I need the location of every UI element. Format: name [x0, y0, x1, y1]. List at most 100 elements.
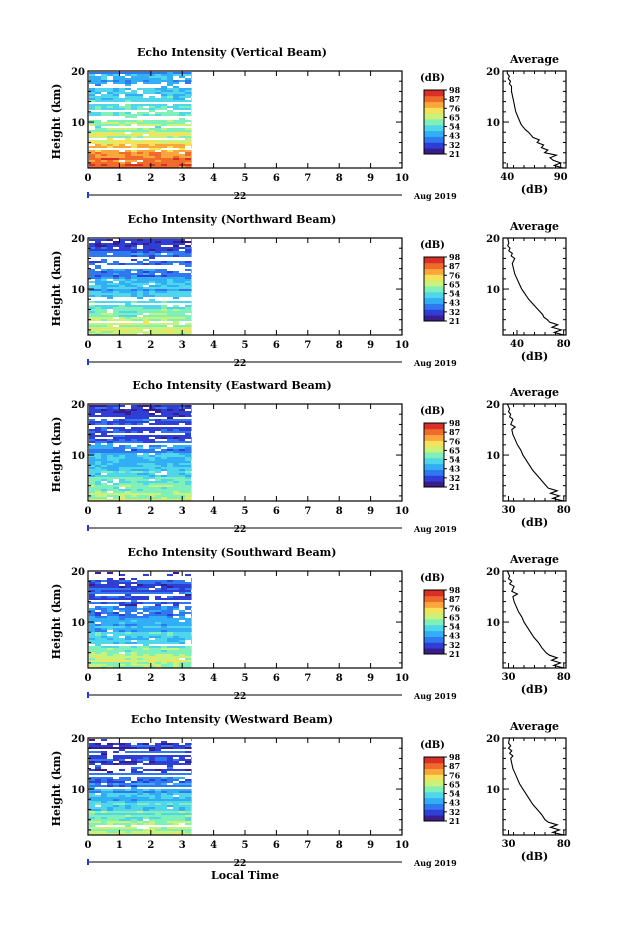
x-tick-label: 5: [242, 340, 249, 351]
colorbar-segment: [424, 646, 444, 649]
heatmap-cell: [131, 166, 137, 168]
heatmap-cell: [119, 301, 125, 303]
heatmap-cell: [155, 293, 161, 295]
heatmap-cell: [113, 114, 119, 116]
heatmap-cell: [155, 660, 161, 662]
heatmap-cell: [143, 654, 149, 656]
heatmap-cell: [167, 263, 173, 265]
heatmap-cell: [119, 777, 125, 779]
heatmap-cell: [149, 483, 155, 485]
heatmap-cell: [119, 317, 125, 319]
heatmap-cell: [155, 166, 161, 168]
heatmap-cell: [155, 120, 161, 122]
heatmap-cell: [101, 259, 107, 261]
colorbar-segment: [424, 484, 444, 486]
heatmap-cell: [179, 656, 185, 658]
heatmap-cell: [137, 634, 143, 636]
heatmap-cell: [89, 295, 95, 297]
heatmap-cell: [173, 281, 179, 283]
heatmap-cell: [119, 833, 125, 835]
heatmap-cell: [143, 745, 149, 747]
colorbar-segment: [424, 482, 444, 485]
heatmap-cell: [167, 773, 173, 775]
heatmap-cell: [101, 108, 107, 110]
heatmap-cell: [161, 648, 167, 650]
heatmap-cell: [101, 156, 107, 158]
heatmap-cell: [131, 323, 137, 325]
heatmap-cell: [89, 301, 95, 303]
heatmap-cell: [95, 755, 101, 757]
heatmap-cell: [101, 132, 107, 134]
colorbar-segment: [424, 111, 444, 114]
heatmap-cell: [191, 596, 192, 598]
heatmap-cell: [101, 793, 107, 795]
heatmap-cell: [107, 626, 113, 628]
heatmap-cell: [179, 640, 185, 642]
heatmap-cell: [113, 658, 119, 660]
heatmap-cell: [101, 323, 107, 325]
heatmap-cell: [185, 415, 191, 417]
heatmap-cell: [191, 447, 192, 449]
colorbar-segment: [424, 450, 444, 453]
colorbar-segment: [424, 774, 444, 777]
heatmap-cell: [179, 317, 185, 319]
heatmap-cell: [155, 255, 161, 257]
heatmap-cell: [137, 465, 143, 467]
heatmap-cell: [185, 433, 191, 435]
heatmap-cell: [125, 582, 131, 584]
heatmap-cell: [137, 580, 143, 582]
heatmap-cell: [149, 160, 155, 162]
heatmap-cell: [149, 333, 155, 335]
heatmap-cell: [137, 313, 143, 315]
colorbar-segment: [424, 103, 444, 105]
heatmap-cell: [143, 307, 149, 309]
heatmap-cell: [101, 407, 107, 409]
heatmap-cell: [89, 477, 95, 479]
heatmap-cell: [191, 622, 192, 624]
colorbar-segment: [424, 759, 444, 762]
heatmap-cell: [149, 759, 155, 761]
heatmap-cell: [101, 255, 107, 257]
heatmap-cell: [107, 90, 113, 92]
heatmap-cell: [155, 82, 161, 84]
colorbar-segment: [424, 278, 444, 281]
y-axis-label: Height (km): [50, 251, 63, 327]
heatmap-cell: [185, 588, 191, 590]
heatmap-cell: [113, 626, 119, 628]
heatmap-cell: [101, 646, 107, 648]
heatmap-cell: [125, 636, 131, 638]
colorbar-tick-label: 32: [449, 807, 460, 817]
heatmap-cell: [119, 743, 125, 745]
heatmap-cell: [167, 241, 173, 243]
heatmap-cell: [185, 636, 191, 638]
heatmap-cell: [161, 329, 167, 331]
heatmap-cell: [185, 783, 191, 785]
heatmap-cell: [101, 122, 107, 124]
heatmap-cell: [101, 819, 107, 821]
heatmap-cell: [89, 317, 95, 319]
heatmap-cell: [185, 307, 191, 309]
heatmap-cell: [155, 636, 161, 638]
heatmap-cell: [149, 76, 155, 78]
heatmap-cell: [185, 829, 191, 831]
heatmap-cell: [101, 293, 107, 295]
heatmap-cell: [119, 463, 125, 465]
heatmap-cell: [131, 592, 137, 594]
heatmap-cell: [179, 437, 185, 439]
heatmap-cell: [161, 803, 167, 805]
heatmap-cell: [119, 481, 125, 483]
heatmap-cell: [113, 823, 119, 825]
heatmap-cell: [131, 100, 137, 102]
heatmap-cell: [95, 743, 101, 745]
heatmap-cell: [89, 255, 95, 257]
heatmap-cell: [107, 146, 113, 148]
heatmap-cell: [101, 445, 107, 447]
heatmap-cell: [173, 239, 179, 241]
heatmap-cell: [173, 419, 179, 421]
heatmap-cell: [155, 287, 161, 289]
heatmap-cell: [95, 809, 101, 811]
heatmap-cell: [101, 602, 107, 604]
heatmap-cell: [149, 427, 155, 429]
heatmap-cell: [131, 827, 137, 829]
heatmap-cell: [113, 781, 119, 783]
